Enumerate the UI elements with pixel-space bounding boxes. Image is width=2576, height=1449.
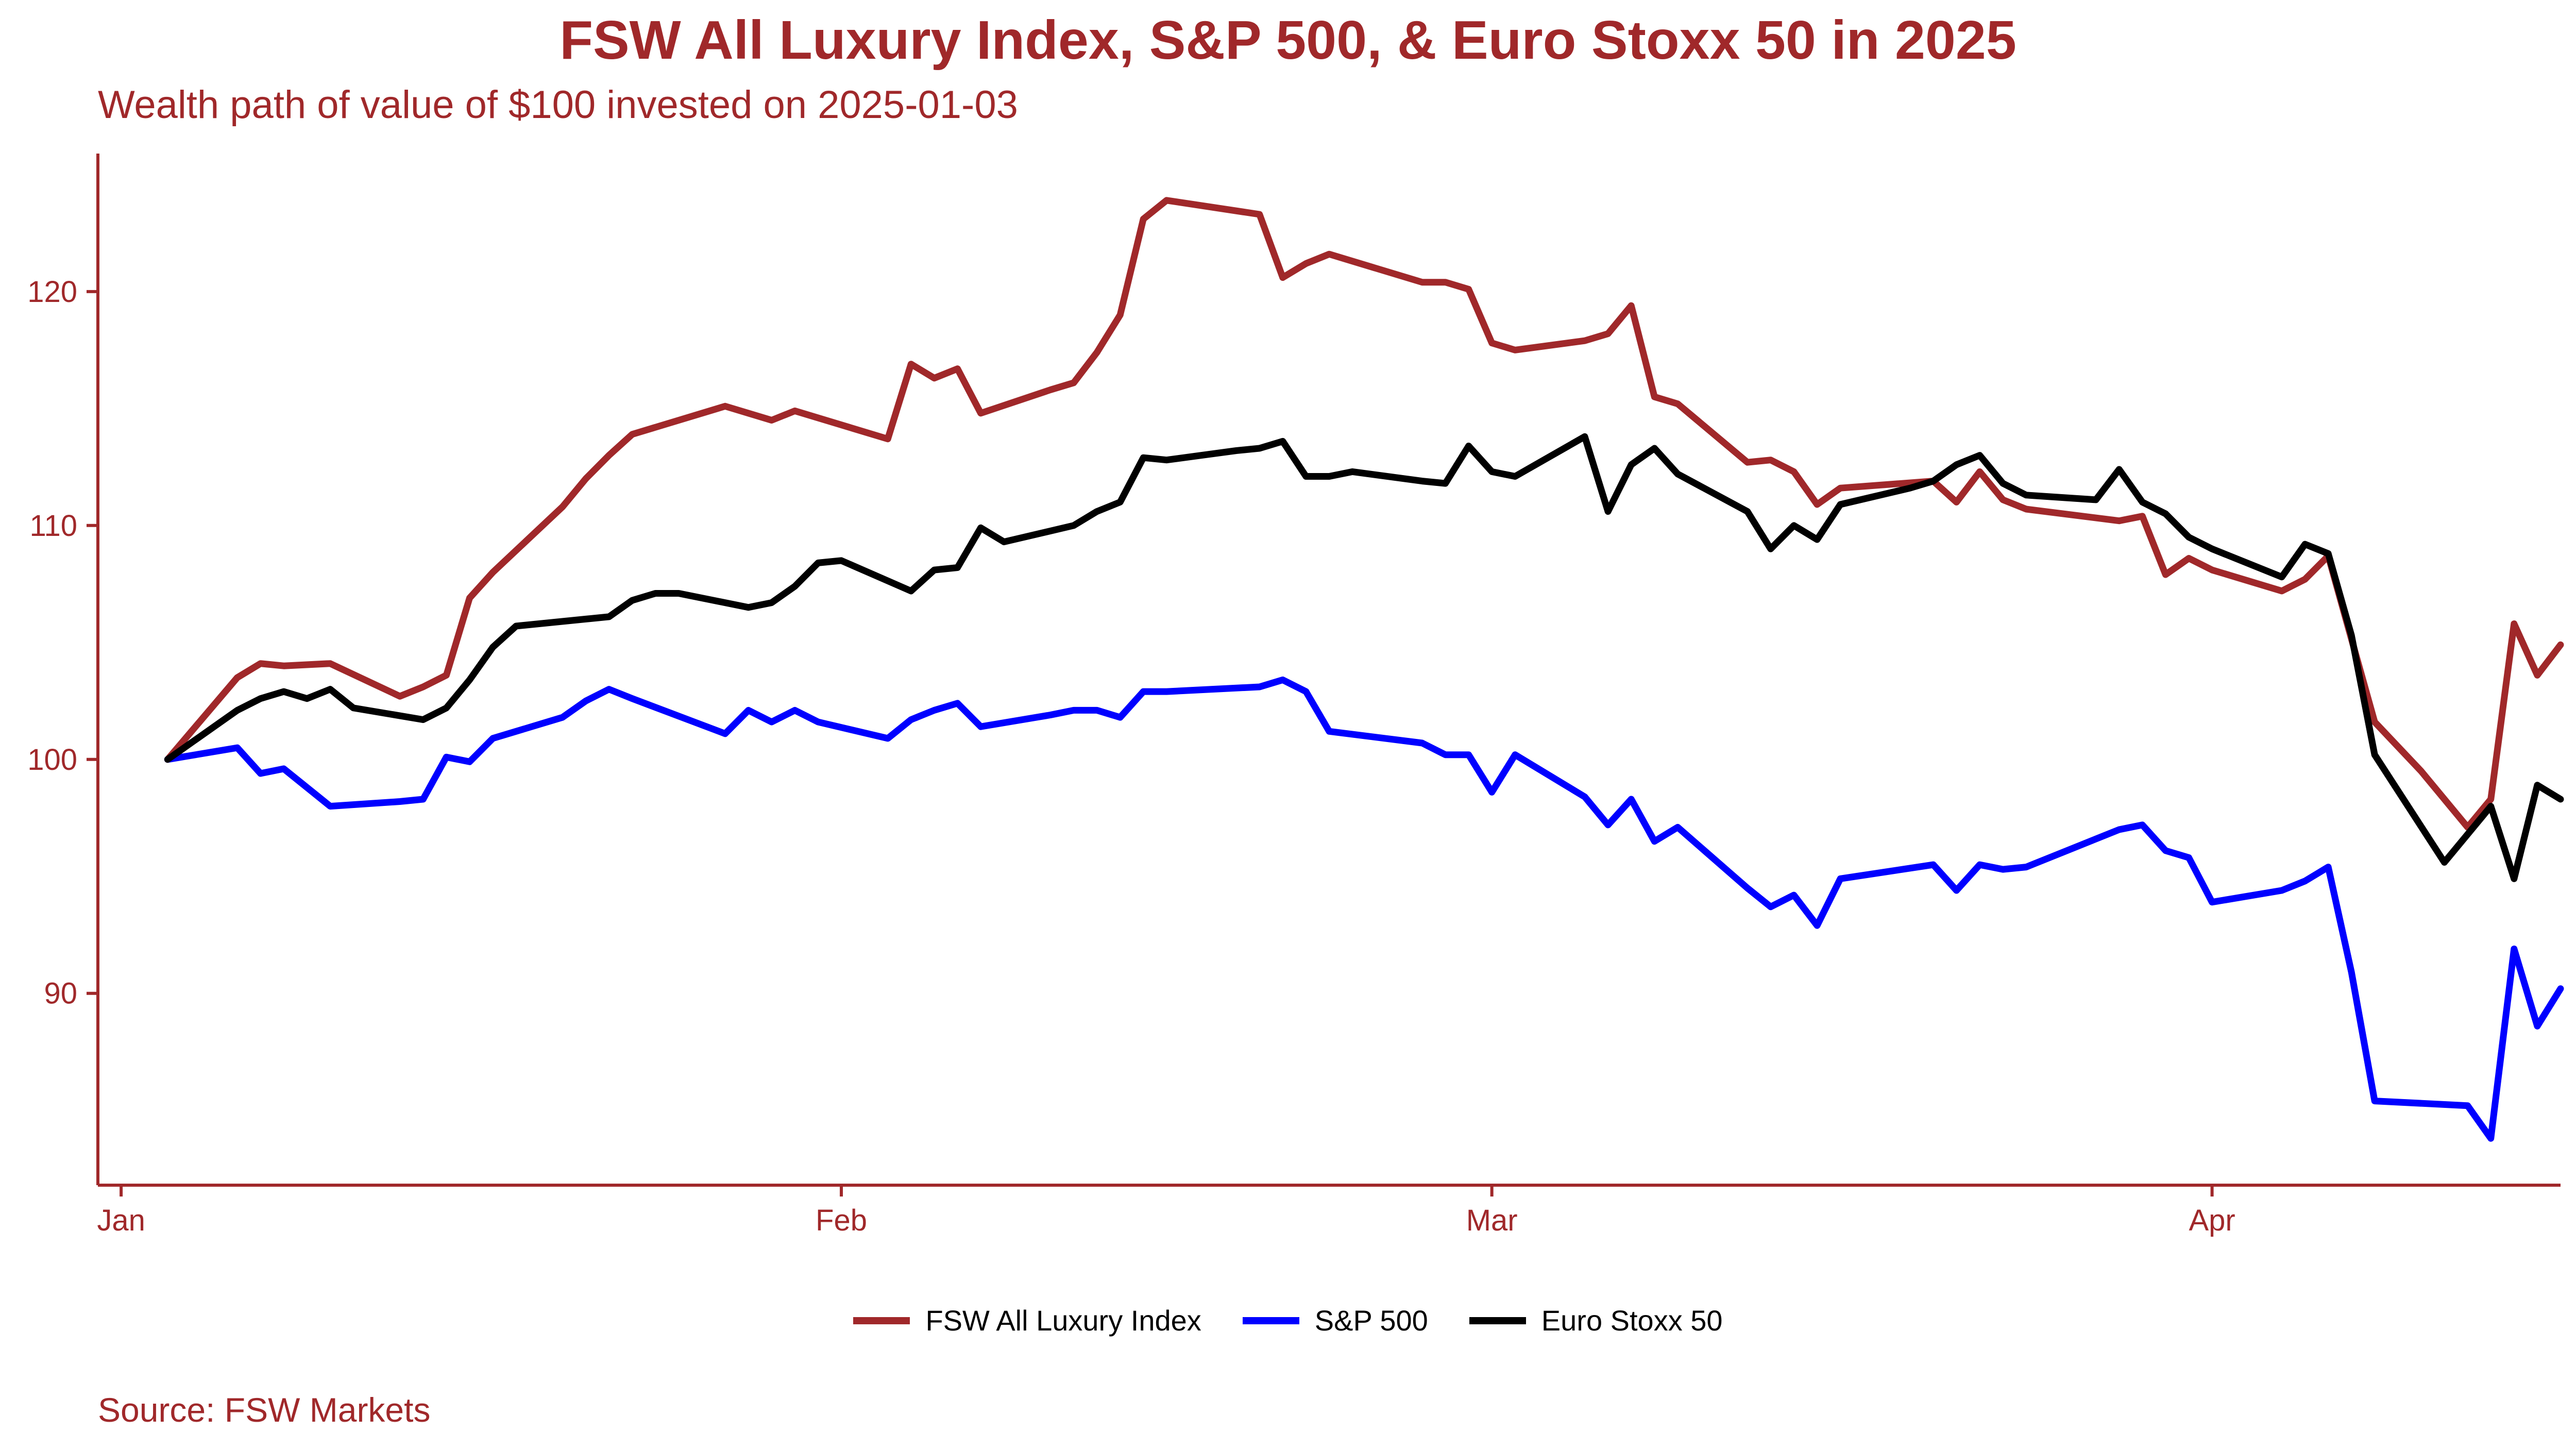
series-line-sp500 [164,676,2564,1142]
x-axis-ticks: Jan Feb Mar Apr [97,1185,2235,1237]
legend-label-luxury: FSW All Luxury Index [925,1304,1201,1337]
y-axis-ticks: 90 100 110 120 [27,275,98,1010]
x-tick-label: Feb [816,1204,867,1237]
y-tick-label: 120 [27,275,77,309]
legend-swatch-sp500 [1242,1317,1299,1324]
y-tick-label: 100 [27,743,77,777]
chart-source: Source: FSW Markets [98,1391,431,1429]
legend-swatch-luxury [853,1317,910,1324]
chart-title: FSW All Luxury Index, S&P 500, & Euro St… [560,10,2016,71]
y-tick-label: 110 [30,509,77,543]
series-lines [164,197,2564,1142]
x-tick-label: Jan [97,1204,145,1237]
y-tick-label: 90 [44,977,77,1010]
legend-item-luxury: FSW All Luxury Index [853,1304,1201,1337]
series-line-luxury [164,197,2564,831]
legend-label-eurostoxx: Euro Stoxx 50 [1541,1304,1723,1337]
legend-item-eurostoxx: Euro Stoxx 50 [1469,1304,1723,1337]
series-line-eurostoxx [164,433,2564,882]
chart-subtitle: Wealth path of value of $100 invested on… [98,83,1018,127]
legend-swatch-eurostoxx [1469,1317,1526,1324]
legend: FSW All Luxury Index S&P 500 Euro Stoxx … [0,1304,2576,1337]
x-tick-label: Apr [2189,1204,2235,1237]
x-tick-label: Mar [1466,1204,1518,1237]
legend-item-sp500: S&P 500 [1242,1304,1428,1337]
legend-label-sp500: S&P 500 [1314,1304,1428,1337]
